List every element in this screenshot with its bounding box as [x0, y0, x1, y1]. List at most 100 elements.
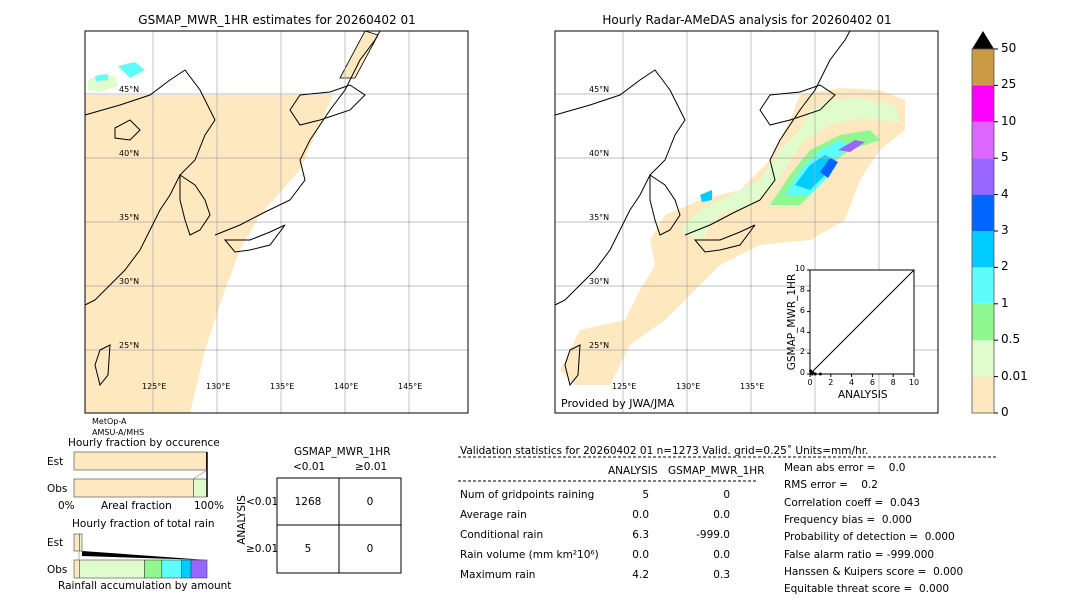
right-map-title: Hourly Radar-AMeDAS analysis for 2026040… [602, 13, 892, 27]
right-map [554, 30, 939, 414]
scatter-y-tick: 4 [799, 326, 805, 336]
left-lat-label: 40°N [119, 149, 140, 158]
stats-row-gsmap: 0.3 [713, 569, 730, 581]
colorbar-segment [972, 267, 994, 304]
right-lon-label: 125°E [612, 382, 637, 391]
sensor-label: AMSU-A/MHS [92, 428, 145, 437]
right-lat-label: 30°N [589, 277, 610, 286]
colorbar-segment [972, 231, 994, 268]
bar-segment [79, 533, 83, 552]
stats-score: Mean abs error = 0.0 [784, 462, 906, 474]
stats-score: Frequency bias = 0.000 [784, 513, 912, 526]
colorbar-segment [972, 340, 994, 377]
fraction-bars [73, 451, 208, 579]
colorbar-tick-label: 50 [1001, 41, 1017, 55]
left-lat-label: 35°N [119, 213, 140, 222]
right-lat-label: 25°N [589, 341, 610, 350]
colorbar-tick-label: 5 [1001, 150, 1009, 165]
contingency-row-axis: ANALYSIS [236, 495, 248, 545]
occurrence-obs-label: Obs [47, 483, 68, 495]
contingency-cell: 0 [366, 543, 374, 555]
bar-segment [144, 559, 163, 579]
right-lon-label: 130°E [676, 382, 701, 391]
stats-row-gsmap: 0.0 [713, 509, 730, 521]
left-lat-label: 45°N [119, 85, 140, 94]
scatter-y-tick: 6 [799, 305, 805, 315]
right-gridlines [555, 31, 938, 413]
contingency-row-label: ≥0.01 [246, 543, 279, 555]
left-lon-label: 125°E [142, 382, 167, 391]
colorbar-tick-label: 3 [1001, 223, 1009, 237]
stats-row-label: Maximum rain [460, 569, 536, 581]
colorbar-segment [972, 49, 994, 86]
scatter-ylabel: GSMAP_MWR_1HR [786, 273, 798, 371]
stats-score: RMS error = 0.2 [784, 479, 878, 492]
colorbar-segment [972, 85, 994, 122]
bar-segment [193, 478, 208, 498]
occurrence-xlabel: Areal fraction [101, 500, 172, 512]
scatter-point [809, 369, 813, 373]
left-map [84, 30, 469, 414]
stats-row-label: Conditional rain [460, 529, 544, 541]
colorbar-segment [972, 376, 994, 413]
scatter-xlabel: ANALYSIS [838, 389, 888, 401]
left-lon-label: 140°E [334, 382, 359, 391]
totalrain-xlabel: Rainfall accumulation by amount [58, 580, 232, 592]
stats-row-label: Num of gridpoints raining [460, 489, 595, 501]
left-lon-label: 145°E [398, 382, 423, 391]
stats-row-label: Rain volume (mm km²10⁶) [460, 549, 599, 561]
contingency-title: GSMAP_MWR_1HR [294, 446, 391, 458]
bar-segment [73, 533, 80, 552]
stats-col-analysis: ANALYSIS [608, 465, 658, 477]
contingency-row-label: <0.01 [246, 496, 279, 508]
right-coastline [554, 30, 851, 387]
right-lat-label: 35°N [589, 213, 610, 222]
stats-row-gsmap: 0.0 [713, 549, 730, 561]
stats-row-analysis: 4.2 [632, 569, 649, 581]
colorbar [971, 31, 998, 414]
stats-row-label: Average rain [460, 509, 527, 521]
left-gridlines [85, 31, 468, 413]
scatter-x-tick: 4 [849, 378, 855, 387]
contingency-grid [276, 477, 402, 574]
left-lon-label: 130°E [206, 382, 231, 391]
bar-segment [190, 559, 208, 579]
stats-header: Validation statistics for 20260402 01 n=… [460, 445, 869, 457]
stats-score: Equitable threat score = 0.000 [784, 583, 950, 596]
stats-row-analysis: 5 [642, 489, 649, 501]
right-lat-label: 40°N [589, 149, 610, 158]
scatter-x-tick: 8 [890, 378, 896, 387]
left-map-title: GSMAP_MWR_1HR estimates for 20260402 01 [138, 13, 416, 27]
bar-segment [73, 559, 80, 579]
occurrence-min-label: 0% [58, 500, 75, 512]
occurrence-est-label: Est [47, 456, 64, 468]
left-coastline [84, 30, 381, 387]
contingency-cell: 1268 [294, 496, 322, 508]
scatter-x-tick: 6 [869, 378, 875, 387]
colorbar-tick-label: 0.5 [1001, 332, 1021, 347]
scatter-x-tick: 10 [908, 378, 920, 387]
stats-row-gsmap: -999.0 [696, 529, 730, 541]
stats-score: Hanssen & Kuipers score = 0.000 [784, 565, 964, 578]
stats-score: False alarm ratio = -999.000 [784, 548, 935, 561]
colorbar-tick-label: 0.01 [1001, 368, 1028, 383]
contingency-cell: 5 [304, 543, 312, 555]
left-lat-label: 30°N [119, 277, 140, 286]
stats-row-analysis: 0.0 [632, 549, 649, 561]
scatter-point [813, 372, 817, 376]
credit-label: Provided by JWA/JMA [561, 397, 675, 410]
colorbar-segment [972, 158, 994, 195]
scatter-point [818, 372, 822, 376]
colorbar-segment [972, 194, 994, 231]
left-lat-label: 25°N [119, 341, 140, 350]
scatter-x-tick: 2 [828, 378, 834, 387]
stats-score: Probability of detection = 0.000 [784, 531, 955, 544]
totalrain-obs-label: Obs [47, 564, 68, 576]
colorbar-tick-label: 2 [1001, 259, 1009, 274]
scatter-y-tick: 10 [794, 264, 805, 273]
colorbar-segment [972, 303, 994, 341]
contingency-col-label: <0.01 [293, 461, 326, 473]
bar-connector [82, 551, 207, 560]
